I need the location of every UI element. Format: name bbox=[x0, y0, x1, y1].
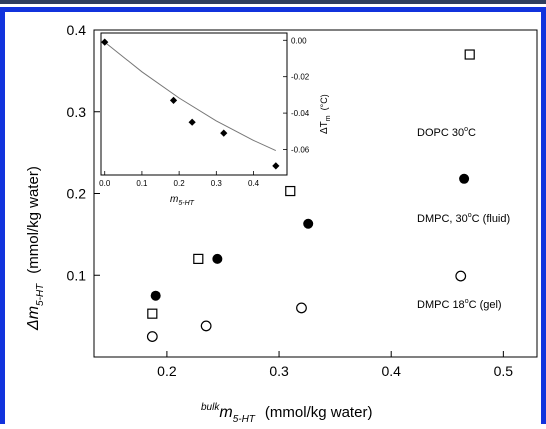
inset-y-tick-label: -0.02 bbox=[291, 73, 310, 82]
inset-x-tick-label: 0.4 bbox=[248, 179, 260, 188]
inset-x-tick-label: 0.2 bbox=[174, 179, 186, 188]
series-label: DMPC 18oC (gel) bbox=[417, 298, 502, 311]
y-tick-label: 0.4 bbox=[67, 22, 87, 38]
x-tick-label: 0.3 bbox=[269, 363, 289, 379]
inset-point bbox=[101, 38, 109, 46]
inset-y-title-sub: m bbox=[325, 115, 332, 121]
inset-plot-area bbox=[100, 32, 288, 176]
y-tick-label: 0.1 bbox=[67, 267, 87, 283]
inset-y-tick-label: 0.00 bbox=[291, 36, 307, 45]
y-axis-title-sub: 5-HT bbox=[35, 283, 46, 306]
inset-y-tick-label: -0.06 bbox=[291, 146, 310, 155]
x-axis-title-main: m bbox=[219, 404, 232, 421]
x-tick-label: 0.4 bbox=[381, 363, 401, 379]
degree-superscript: o bbox=[468, 212, 472, 219]
inset-x-title-sub: 5-HT bbox=[178, 200, 194, 207]
series-label-text: C bbox=[468, 127, 476, 139]
inset-x-title-main: m bbox=[170, 194, 178, 205]
y-tick-label: 0.2 bbox=[67, 186, 87, 202]
point-dmpc-18-gel bbox=[146, 331, 158, 342]
inset-point bbox=[169, 96, 178, 104]
point-dmpc-30-fluid bbox=[303, 218, 314, 229]
point-dmpc-18-gel bbox=[296, 302, 307, 314]
top-rule bbox=[0, 0, 546, 4]
inset-x-tick-label: 0.0 bbox=[99, 179, 111, 188]
x-axis-title-sub: 5-HT bbox=[233, 414, 256, 425]
point-dopc-30 bbox=[147, 308, 158, 319]
series-label: DOPC 30oC bbox=[417, 126, 476, 139]
inset-x-tick-label: 0.3 bbox=[211, 179, 223, 188]
x-axis-title-units: (mmol/kg water) bbox=[265, 404, 373, 421]
point-dmpc-30-fluid bbox=[150, 290, 161, 301]
y-axis-title-units: (mmol/kg water) bbox=[25, 166, 42, 274]
x-axis-title-sup: bulk bbox=[201, 402, 220, 413]
point-dmpc-18-gel bbox=[200, 320, 212, 332]
series-label-text: DMPC, 30 bbox=[417, 213, 468, 225]
inset-x-axis-title: m5-HT bbox=[170, 194, 195, 207]
point-dmpc-30-fluid bbox=[459, 173, 470, 184]
series-label-text: C (fluid) bbox=[472, 213, 511, 225]
inset-y-tick-label: -0.04 bbox=[291, 109, 310, 118]
inset-fit-curve bbox=[104, 41, 277, 152]
figure-frame: 0.2 0.3 0.4 0.5 0.1 0.2 0.3 0.4 DOPC 30oC DMPC, 3… bbox=[0, 7, 546, 425]
inset-point bbox=[272, 162, 280, 170]
series-label-text: C (gel) bbox=[469, 299, 502, 311]
point-dmpc-18-gel bbox=[455, 270, 467, 282]
x-tick-label: 0.2 bbox=[157, 363, 177, 379]
point-dmpc-30-fluid bbox=[212, 253, 223, 264]
point-dopc-30 bbox=[464, 49, 475, 60]
point-dopc-30 bbox=[193, 253, 204, 264]
x-axis-title: bulkm5-HT (mmol/kg water) bbox=[201, 402, 372, 425]
inset-point bbox=[220, 129, 228, 137]
x-tick-label: 0.5 bbox=[494, 363, 514, 379]
inset-y-title-main: ΔT bbox=[319, 121, 330, 134]
series-label-text: DMPC 18 bbox=[417, 299, 465, 311]
point-dopc-30 bbox=[285, 185, 296, 197]
inset-x-tick-label: 0.1 bbox=[136, 179, 148, 188]
inset-y-title-units: (°C) bbox=[319, 94, 329, 110]
series-label-text: DOPC 30 bbox=[417, 127, 464, 139]
inset-y-axis-title: ΔTm (°C) bbox=[319, 94, 332, 134]
inset-point bbox=[188, 118, 196, 126]
degree-superscript: o bbox=[465, 298, 469, 305]
degree-superscript: o bbox=[464, 126, 468, 133]
y-axis-title-main: Δm bbox=[25, 306, 42, 331]
series-label: DMPC, 30oC (fluid) bbox=[417, 212, 510, 225]
y-axis-title: Δm5-HT (mmol/kg water) bbox=[25, 166, 46, 331]
y-tick-label: 0.3 bbox=[67, 104, 87, 120]
